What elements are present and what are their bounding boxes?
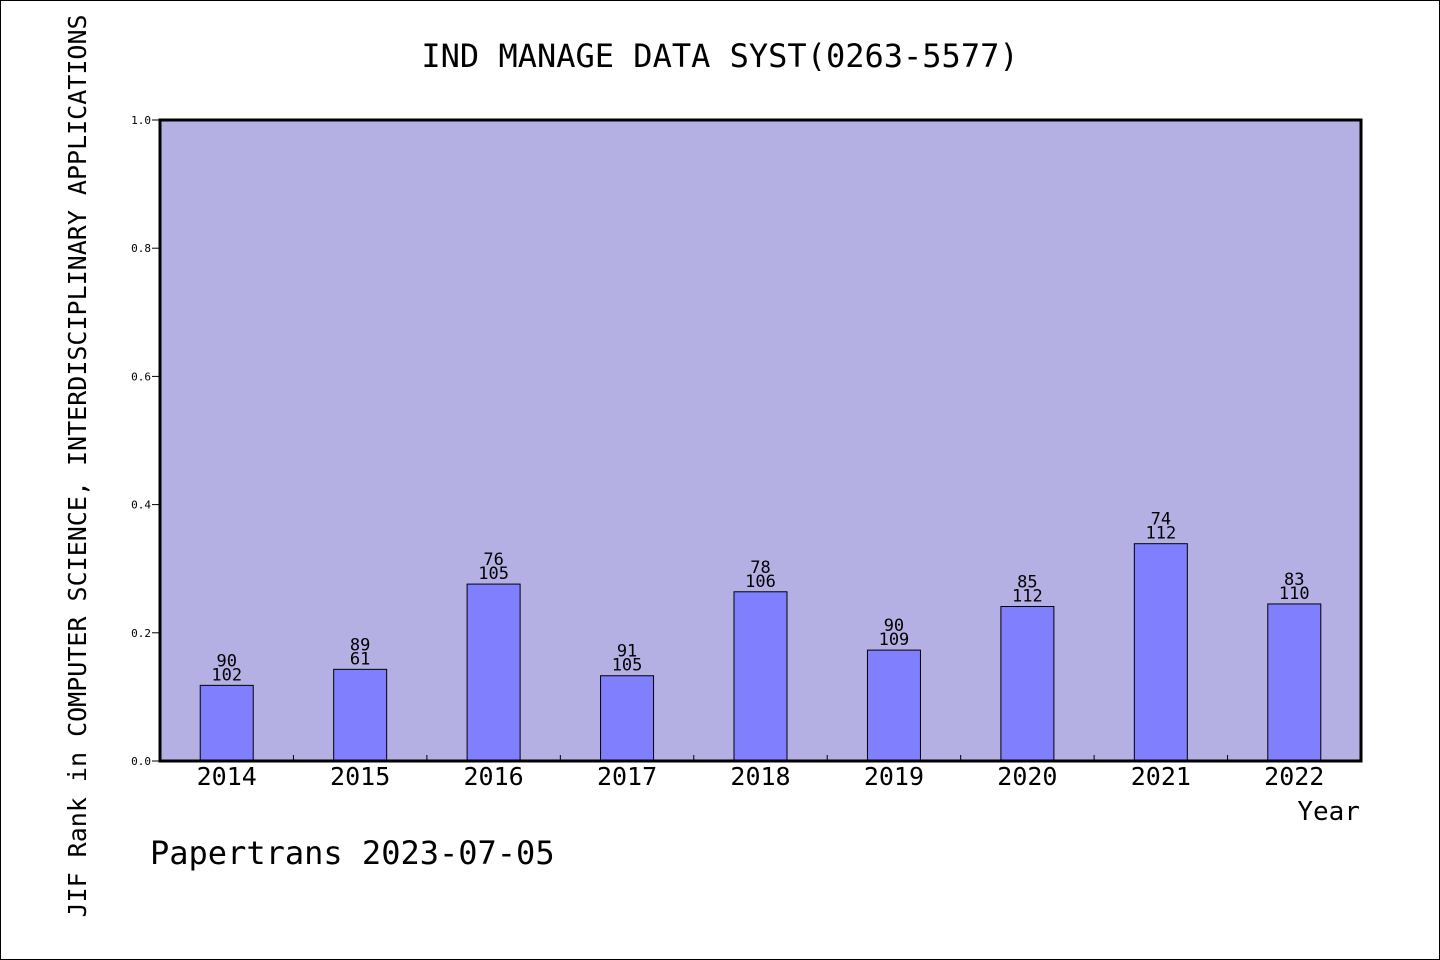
bar-total-label: 109 [879,630,910,650]
y-tick-label: 0.8 [131,242,151,255]
bars-group: 9010289617610591105781069010985112741128… [199,510,1322,762]
bar-2015 [333,668,388,762]
bar-2022 [1267,603,1322,762]
bar-2014 [199,684,254,762]
x-axis: 2014 2015 2016 2017 2018 2019 2020 2021 2022 [197,755,1324,791]
y-tick-label: 0.6 [131,370,151,383]
bar-rank-label: 89 [350,635,370,655]
x-tick-label: 2019 [864,762,924,791]
bar-rank-label: 76 [483,550,503,570]
bar-total-label: 110 [1279,584,1310,604]
y-tick-label: 1.0 [131,114,151,127]
x-tick-label: 2021 [1131,762,1191,791]
x-tick-label: 2017 [597,762,657,791]
y-tick-label: 0.4 [131,499,151,512]
y-axis: 0.0 0.2 0.4 0.6 0.8 1.0 [131,114,160,768]
bar-total-label: 105 [478,564,509,584]
bar-total-label: 112 [1012,587,1043,607]
bar-rank-label: 91 [617,642,637,662]
x-tick-label: 2022 [1264,762,1324,791]
bar-total-label: 105 [612,656,643,676]
bar-total-label: 106 [745,572,776,592]
bar-rank-label: 90 [884,616,904,636]
x-tick-label: 2015 [330,762,390,791]
y-axis-label: JIF Rank in COMPUTER SCIENCE, INTERDISCI… [63,14,92,917]
bar-rank-label: 85 [1017,573,1037,593]
bar-total-label: 112 [1145,524,1176,544]
bar-rank-label: 78 [750,558,770,578]
x-tick-label: 2014 [197,762,257,791]
plot-frame [158,118,1363,763]
y-tick-label: 0.0 [131,755,151,768]
x-tick-label: 2016 [464,762,524,791]
y-tick-label: 0.2 [131,627,151,640]
bar-2017 [600,675,655,762]
bar-rank-label: 83 [1284,570,1304,590]
source-note: Papertrans 2023-07-05 [150,834,555,872]
x-tick-label: 2020 [997,762,1057,791]
x-axis-label: Year [1297,797,1360,827]
x-tick-label: 2018 [730,762,790,791]
bar-total-label: 102 [211,665,242,685]
bar-2021 [1133,543,1188,762]
bar-2016 [466,583,521,762]
bar-total-label: 61 [350,649,370,669]
bar-2019 [866,649,921,762]
bar-2018 [733,591,788,762]
bar-rank-label: 90 [216,651,236,671]
chart-title: IND MANAGE DATA SYST(0263-5577) [421,37,1018,75]
bar-2020 [1000,606,1055,762]
bar-rank-label: 74 [1151,510,1171,530]
